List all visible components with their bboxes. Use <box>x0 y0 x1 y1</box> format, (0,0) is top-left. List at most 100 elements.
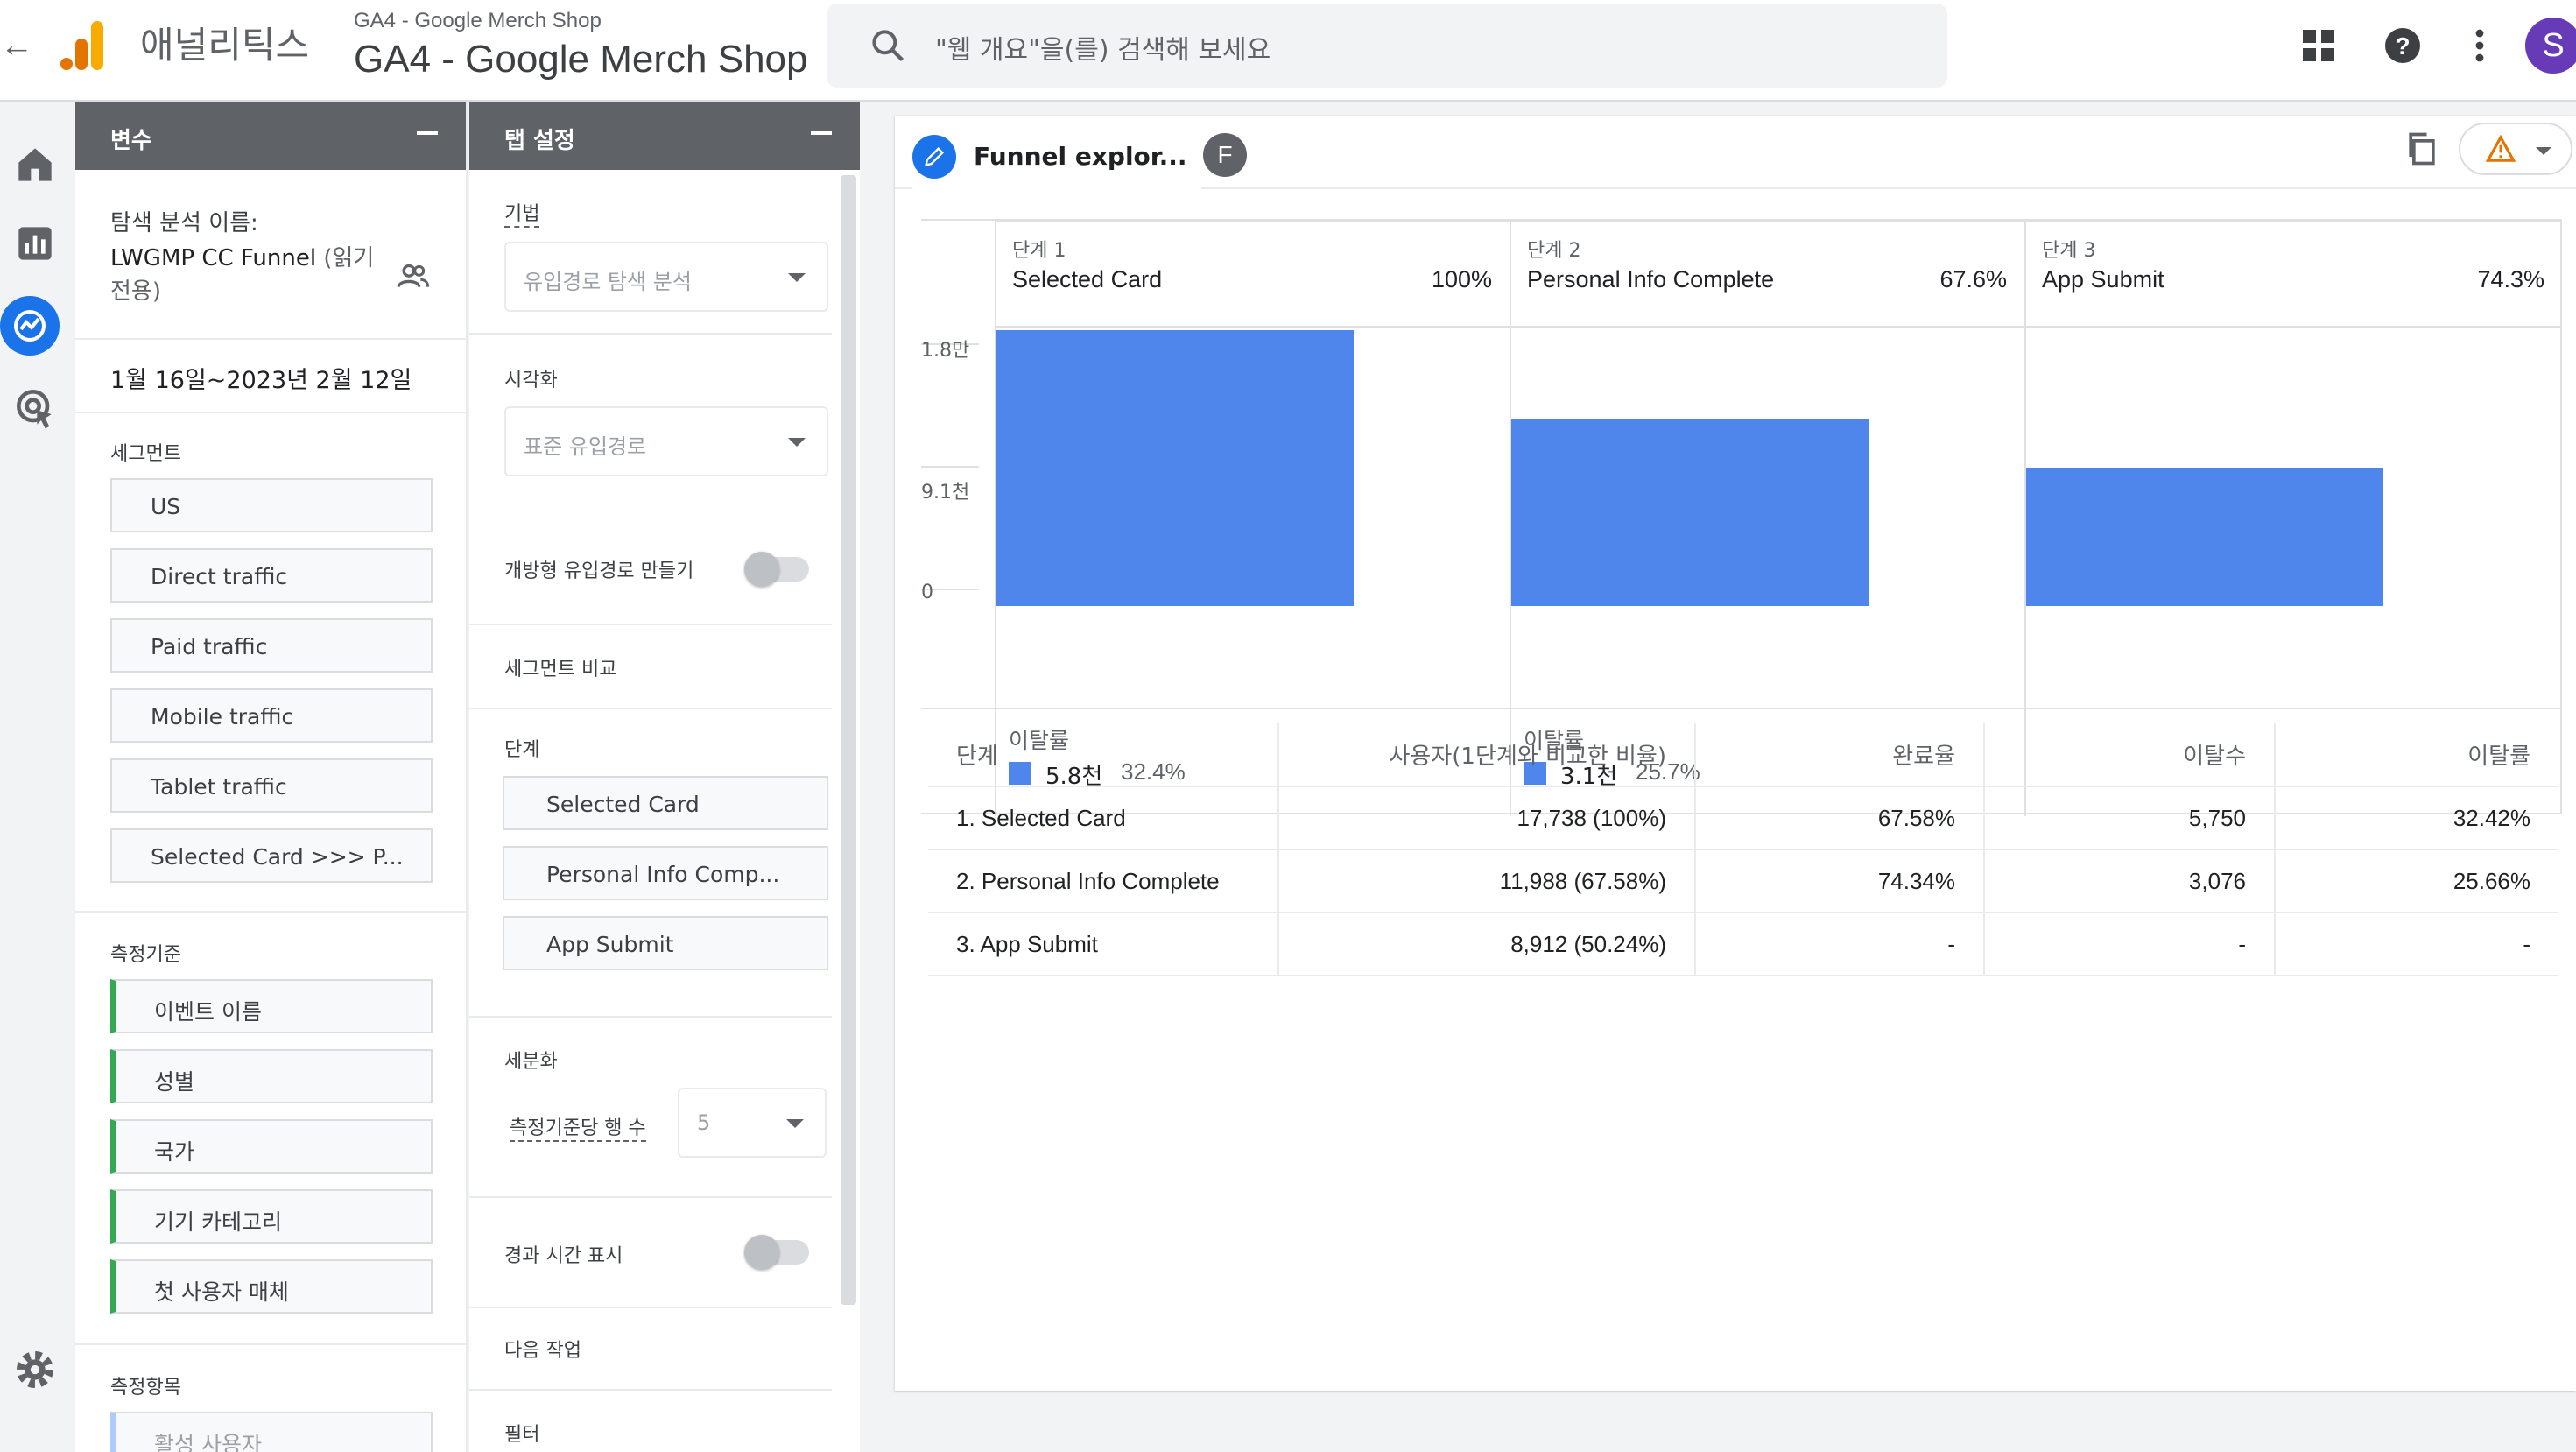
chevron-down-icon <box>2536 147 2551 155</box>
avatar[interactable]: S <box>2525 18 2576 74</box>
table-cell: 17,738 (100%) <box>1278 786 1696 850</box>
edit-pencil-icon[interactable] <box>912 135 956 179</box>
metric-chip[interactable]: 활성 사용자 <box>110 1412 433 1452</box>
exploration-name-readonly: (읽기 <box>323 245 375 271</box>
dimension-chip[interactable]: 성별 <box>110 1049 433 1103</box>
tab-label: Funnel explor... <box>974 142 1187 171</box>
property-selector[interactable]: GA4 - Google Merch Shop <box>354 38 808 81</box>
help-icon[interactable]: ? <box>2382 25 2424 67</box>
advertising-icon[interactable] <box>11 384 60 433</box>
technique-label: 기법 <box>504 198 540 228</box>
account-name[interactable]: GA4 - Google Merch Shop <box>354 9 602 32</box>
funnel-bar[interactable] <box>2024 468 2383 606</box>
duplicate-icon[interactable] <box>2403 130 2441 168</box>
explore-nav-active[interactable] <box>0 296 60 356</box>
segment-chip[interactable]: Selected Card >>> P... <box>110 828 433 883</box>
table-cell: 32.42% <box>2275 786 2558 850</box>
rows-per-dimension-value: 5 <box>697 1110 711 1135</box>
tab-settings-panel: 탭 설정 기법 유입경로 탐색 분석 시각화 표준 유입경로 개방형 유입경로 … <box>469 102 860 1452</box>
segment-chip[interactable]: Mobile traffic <box>110 688 433 743</box>
table-cell: 3,076 <box>1984 849 2276 913</box>
visualization-dropdown[interactable]: 표준 유입경로 <box>504 406 828 476</box>
funnel-bar[interactable] <box>1510 419 1869 606</box>
analytics-logo-icon[interactable] <box>56 18 112 74</box>
back-arrow-icon[interactable]: ← <box>0 27 33 64</box>
column-header[interactable]: 완료율 <box>1695 723 1985 787</box>
tab-funnel-exploration[interactable]: Funnel explor... <box>912 119 1201 191</box>
open-funnel-label: 개방형 유입경로 만들기 <box>504 560 694 582</box>
explore-icon <box>14 310 46 342</box>
segment-chip[interactable]: Paid traffic <box>110 618 433 673</box>
table-row[interactable]: 3. App Submit 8,912 (50.24%) - - - <box>928 913 2558 976</box>
column-header[interactable]: 사용자(1단계와 비교한 비율) <box>1278 723 1696 787</box>
left-nav-rail <box>0 102 75 1452</box>
date-range[interactable]: 1월 16일~2023년 2월 12일 <box>110 367 412 394</box>
step-number-label: 단계 1 <box>1012 240 1066 262</box>
funnel-bar[interactable] <box>995 330 1354 606</box>
table-cell: 25.66% <box>2275 849 2558 913</box>
segment-chip[interactable]: Direct traffic <box>110 548 433 603</box>
step-percent: 74.3% <box>2477 266 2544 293</box>
chevron-down-icon <box>788 438 806 447</box>
elapsed-time-label: 경과 시간 표시 <box>504 1245 623 1267</box>
step-percent: 67.6% <box>1939 266 2007 293</box>
exploration-name-label: 탐색 분석 이름: <box>110 210 258 236</box>
segments-label: 세그먼트 <box>110 443 181 465</box>
dimension-chip[interactable]: 국가 <box>110 1119 433 1174</box>
search-bar[interactable]: "웹 개요"을(를) 검색해 보세요 <box>827 4 1947 88</box>
step-chip[interactable]: App Submit <box>503 916 828 970</box>
warning-icon <box>2485 135 2516 162</box>
segment-chip[interactable]: Tablet traffic <box>110 758 433 813</box>
column-header[interactable]: 이탈률 <box>2275 723 2558 787</box>
people-icon <box>397 264 430 288</box>
toggle-knob <box>744 1235 779 1270</box>
segment-chip[interactable]: US <box>110 478 433 532</box>
filter-label: 필터 <box>504 1424 540 1446</box>
open-funnel-toggle[interactable] <box>744 552 809 587</box>
more-vert-icon[interactable] <box>2459 25 2501 67</box>
metrics-label: 측정항목 <box>110 1377 181 1399</box>
step-name: Selected Card <box>1012 266 1163 293</box>
dimension-chip[interactable]: 첫 사용자 매체 <box>110 1259 433 1314</box>
warning-menu-button[interactable] <box>2459 123 2572 175</box>
toggle-knob <box>744 552 779 587</box>
dimension-chip[interactable]: 이벤트 이름 <box>110 979 433 1033</box>
step-number-label: 단계 2 <box>1527 240 1581 262</box>
funnel-step-column[interactable]: 단계 3 App Submit 74.3% <box>2024 221 2562 816</box>
dimension-chip[interactable]: 기기 카테고리 <box>110 1189 433 1244</box>
visualization-value: 표준 유입경로 <box>524 434 647 459</box>
table-cell: 11,988 (67.58%) <box>1278 849 1696 913</box>
variables-panel: 변수 탐색 분석 이름: LWGMP CC Funnel (읽기 전용) 1월 … <box>75 102 468 1452</box>
table-row[interactable]: 2. Personal Info Complete 11,988 (67.58%… <box>928 849 2558 913</box>
minimize-icon[interactable] <box>811 131 832 135</box>
exploration-name-text: LWGMP CC Funnel <box>110 245 317 271</box>
tab-settings-header: 탭 설정 <box>469 102 860 170</box>
y-tick-label: 0 <box>921 582 933 603</box>
step-chip[interactable]: Personal Info Comp... <box>503 846 828 900</box>
search-placeholder: "웹 개요"을(를) 검색해 보세요 <box>935 35 1271 66</box>
apps-grid-icon[interactable] <box>2298 25 2340 67</box>
table-cell: - <box>1695 913 1985 976</box>
scrollbar[interactable] <box>841 175 856 1305</box>
rows-per-dimension-dropdown[interactable]: 5 <box>678 1088 827 1158</box>
admin-gear-icon[interactable] <box>11 1345 60 1394</box>
exploration-name[interactable]: LWGMP CC Funnel (읽기 <box>110 240 374 272</box>
table-cell: 67.58% <box>1695 786 1985 850</box>
column-header[interactable]: 단계 <box>928 723 1279 787</box>
chevron-down-icon <box>788 273 806 282</box>
step-name: App Submit <box>2042 266 2164 293</box>
variables-panel-title: 변수 <box>110 128 152 154</box>
home-icon[interactable] <box>11 140 60 189</box>
reports-icon[interactable] <box>11 219 60 268</box>
exploration-name-readonly-line2: 전용) <box>110 278 161 305</box>
minimize-icon[interactable] <box>417 131 438 135</box>
add-tab-button[interactable]: F <box>1203 133 1247 177</box>
table-row[interactable]: 1. Selected Card 17,738 (100%) 67.58% 5,… <box>928 786 2558 850</box>
elapsed-time-toggle[interactable] <box>744 1235 809 1270</box>
column-header[interactable]: 이탈수 <box>1984 723 2276 787</box>
segment-compare-label: 세그먼트 비교 <box>504 659 617 680</box>
technique-dropdown[interactable]: 유입경로 탐색 분석 <box>504 242 828 312</box>
rows-per-dimension-label: 측정기준당 행 수 <box>510 1112 646 1142</box>
step-chip[interactable]: Selected Card <box>503 776 828 830</box>
svg-text:?: ? <box>2395 32 2410 60</box>
